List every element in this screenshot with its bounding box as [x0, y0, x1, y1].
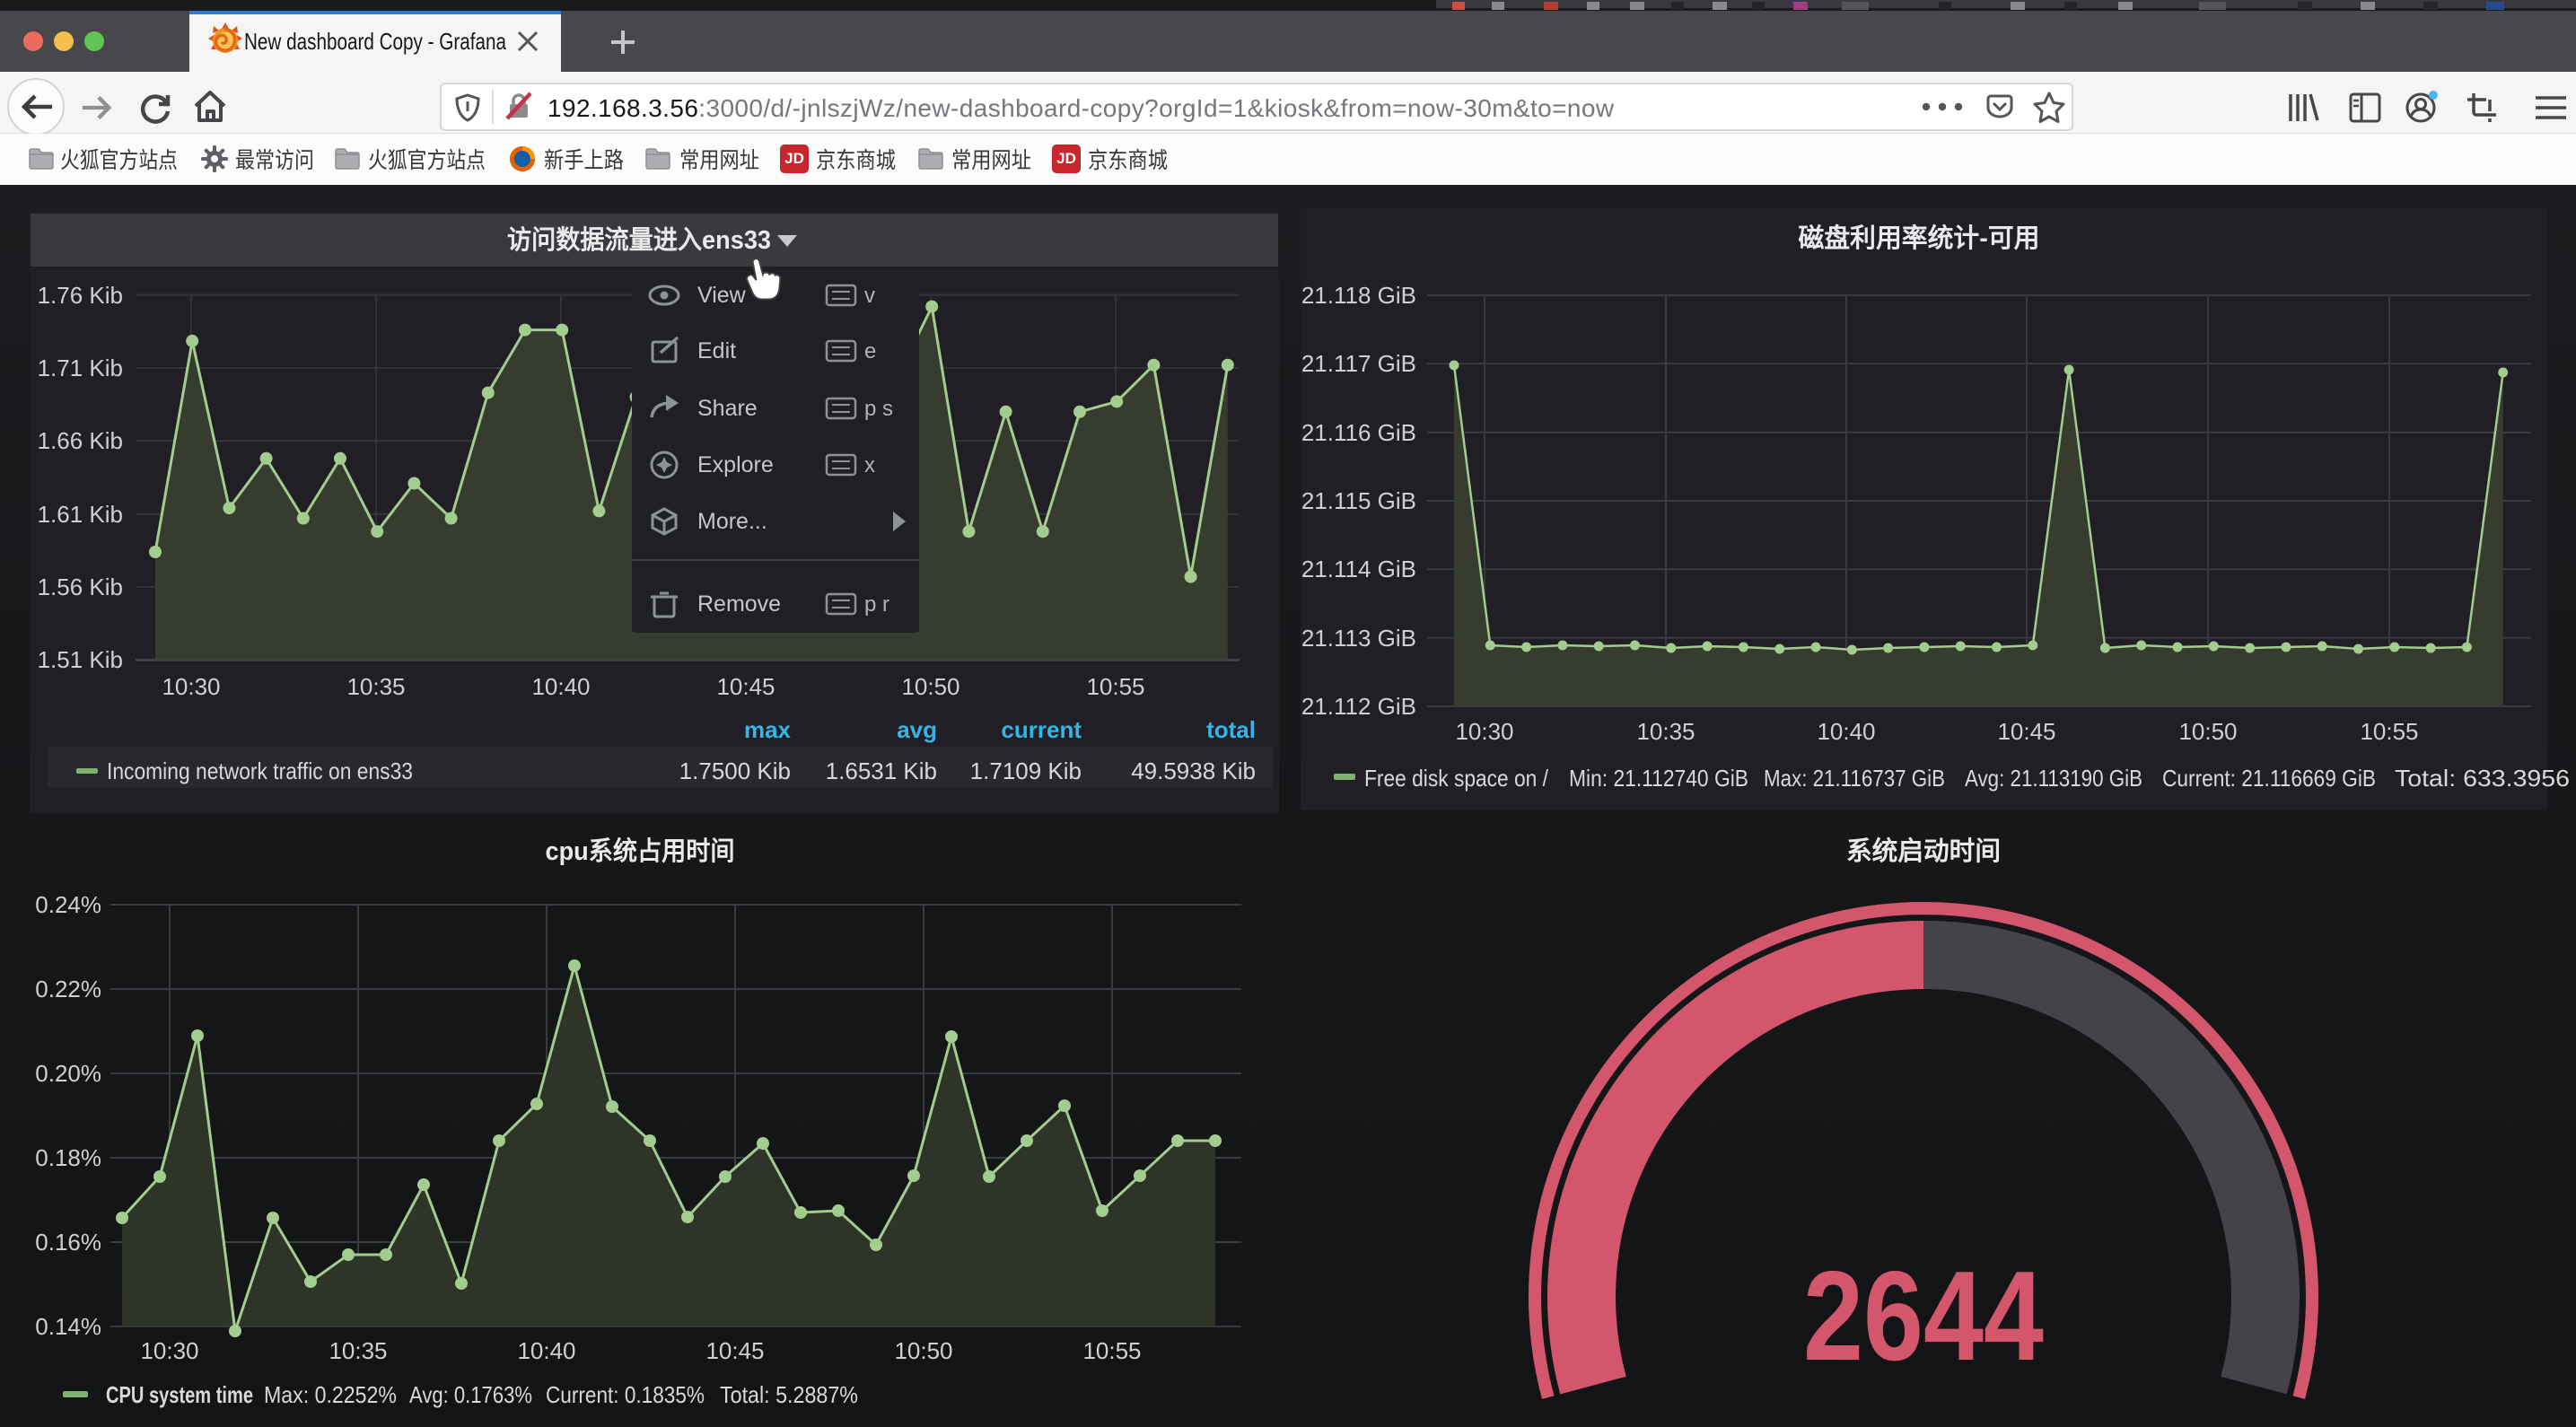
svg-text:p s: p s	[864, 397, 893, 421]
svg-text:Share: Share	[697, 396, 758, 421]
svg-text:total: total	[1206, 716, 1256, 743]
svg-text:e: e	[864, 339, 876, 363]
svg-text:磁盘利用率统计-可用: 磁盘利用率统计-可用	[1799, 223, 2040, 253]
svg-text:10:30: 10:30	[1455, 718, 1513, 745]
svg-text:Min: 21.112740 GiB: Min: 21.112740 GiB	[1569, 765, 1748, 792]
svg-text:Total: 5.2887%: Total: 5.2887%	[720, 1381, 858, 1408]
svg-text:21.117 GiB: 21.117 GiB	[1301, 350, 1416, 377]
svg-text:21.118 GiB: 21.118 GiB	[1301, 282, 1416, 309]
svg-text:最常访问: 最常访问	[235, 148, 314, 173]
svg-text:10:55: 10:55	[1086, 673, 1144, 700]
svg-text:21.115 GiB: 21.115 GiB	[1301, 487, 1416, 514]
svg-text:10:40: 10:40	[517, 1337, 575, 1364]
svg-text:10:30: 10:30	[162, 673, 220, 700]
svg-text:max: max	[744, 716, 792, 743]
svg-text:10:50: 10:50	[894, 1337, 952, 1364]
svg-text:current: current	[1001, 716, 1082, 743]
svg-text:系统启动时间: 系统启动时间	[1846, 836, 2001, 866]
svg-text:访问数据流量进入ens33: 访问数据流量进入ens33	[507, 225, 771, 255]
svg-text:1.61 Kib: 1.61 Kib	[38, 501, 123, 528]
svg-text:10:45: 10:45	[716, 673, 775, 700]
svg-text:Explore: Explore	[697, 452, 774, 477]
svg-text:10:35: 10:35	[1636, 718, 1695, 745]
svg-text:10:55: 10:55	[1082, 1337, 1141, 1364]
svg-text:More...: More...	[697, 509, 767, 534]
svg-text:Total: 633.3956: Total: 633.3956	[2395, 765, 2570, 792]
svg-text:10:50: 10:50	[2178, 718, 2237, 745]
svg-text:新手上路: 新手上路	[544, 148, 624, 173]
svg-text:Max: 21.116737 GiB: Max: 21.116737 GiB	[1764, 765, 1945, 792]
svg-text:Edit: Edit	[697, 338, 736, 363]
svg-text:49.5938 Kib: 49.5938 Kib	[1131, 757, 1256, 784]
svg-text:New dashboard Copy - Grafana: New dashboard Copy - Grafana	[244, 28, 506, 55]
svg-text:21.114 GiB: 21.114 GiB	[1301, 556, 1416, 582]
svg-text:1.7500 Kib: 1.7500 Kib	[679, 757, 791, 784]
svg-text:1.7109 Kib: 1.7109 Kib	[970, 757, 1082, 784]
svg-text:10:55: 10:55	[2360, 718, 2418, 745]
svg-text:1.51 Kib: 1.51 Kib	[38, 646, 123, 673]
svg-text:p r: p r	[864, 592, 889, 617]
svg-text:0.16%: 0.16%	[35, 1229, 101, 1256]
svg-text:10:50: 10:50	[901, 673, 959, 700]
svg-text:10:30: 10:30	[140, 1337, 198, 1364]
svg-text:21.116 GiB: 21.116 GiB	[1301, 419, 1416, 446]
svg-text:京东商城: 京东商城	[1088, 148, 1168, 173]
svg-text:Avg: 0.1763%: Avg: 0.1763%	[409, 1381, 532, 1408]
svg-text:Incoming network traffic on en: Incoming network traffic on ens33	[107, 757, 413, 784]
svg-text:cpu系统占用时间: cpu系统占用时间	[546, 836, 735, 866]
svg-text:x: x	[864, 453, 875, 477]
svg-text:10:35: 10:35	[346, 673, 405, 700]
svg-text:1.76 Kib: 1.76 Kib	[38, 282, 123, 309]
svg-text:0.18%: 0.18%	[35, 1144, 101, 1171]
svg-text:1.66 Kib: 1.66 Kib	[38, 427, 123, 454]
svg-text:0.20%: 0.20%	[35, 1060, 101, 1087]
svg-text:Free disk space on /: Free disk space on /	[1364, 765, 1549, 792]
svg-text:火狐官方站点: 火狐官方站点	[60, 148, 178, 173]
svg-text:21.112 GiB: 21.112 GiB	[1301, 693, 1416, 720]
svg-text:1.6531 Kib: 1.6531 Kib	[826, 757, 937, 784]
svg-text:Avg: 21.113190 GiB: Avg: 21.113190 GiB	[1965, 765, 2142, 792]
svg-text:10:40: 10:40	[1817, 718, 1875, 745]
svg-text:Max: 0.2252%: Max: 0.2252%	[264, 1381, 397, 1408]
svg-text:Current: 0.1835%: Current: 0.1835%	[546, 1381, 705, 1408]
svg-text:常用网址: 常用网址	[951, 148, 1031, 173]
svg-text:10:45: 10:45	[705, 1337, 764, 1364]
svg-text:21.113 GiB: 21.113 GiB	[1301, 625, 1416, 652]
svg-text:2644: 2644	[1803, 1245, 2044, 1388]
svg-text:1.56 Kib: 1.56 Kib	[38, 573, 123, 600]
svg-text:0.22%: 0.22%	[35, 976, 101, 1002]
svg-text:v: v	[864, 284, 875, 308]
svg-text:常用网址: 常用网址	[679, 148, 759, 173]
svg-text:View: View	[697, 283, 747, 308]
svg-text:火狐官方站点: 火狐官方站点	[368, 148, 486, 173]
svg-text:京东商城: 京东商城	[816, 148, 896, 173]
svg-text:10:40: 10:40	[531, 673, 590, 700]
svg-text:0.24%: 0.24%	[35, 891, 101, 918]
svg-text:0.14%: 0.14%	[35, 1313, 101, 1340]
svg-text:10:35: 10:35	[329, 1337, 387, 1364]
svg-text:avg: avg	[897, 716, 937, 743]
svg-text:CPU system time: CPU system time	[106, 1381, 253, 1408]
svg-text:1.71 Kib: 1.71 Kib	[38, 355, 123, 381]
svg-text:Remove: Remove	[697, 591, 781, 617]
svg-text:Current: 21.116669 GiB: Current: 21.116669 GiB	[2162, 765, 2376, 792]
svg-text:10:45: 10:45	[1997, 718, 2055, 745]
